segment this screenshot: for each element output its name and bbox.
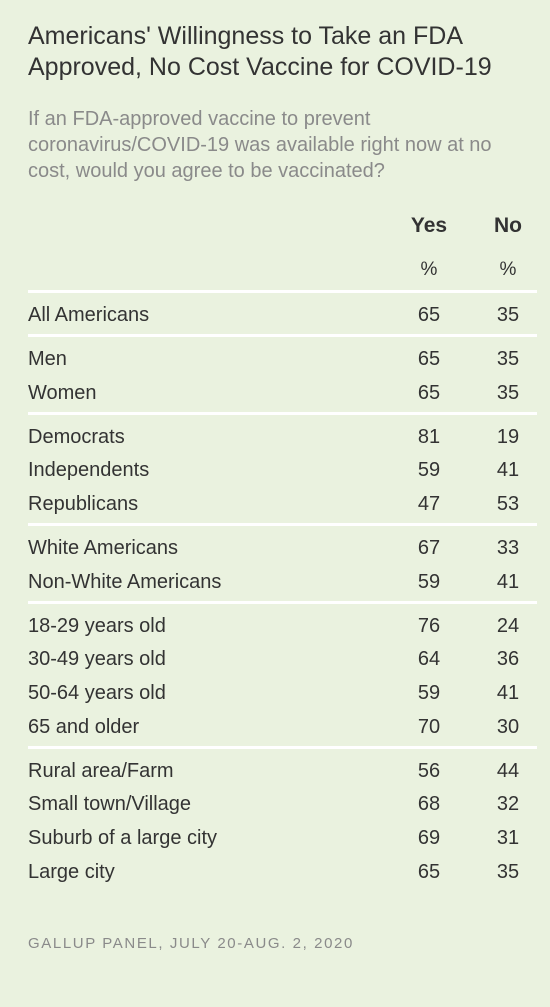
value-yes: 59 [417,459,441,482]
value-yes: 69 [417,826,441,849]
value-yes: 70 [417,715,441,738]
value-no: 19 [496,425,520,448]
value-yes: 59 [417,570,441,593]
row-label: 30-49 years old [28,648,166,671]
column-unit-yes: % [420,259,438,280]
value-no: 30 [496,715,520,738]
row-label: Women [28,381,97,404]
value-no: 31 [496,826,520,849]
row-label: All Americans [28,304,150,326]
row-label: Independents [28,459,150,482]
row-label: Suburb of a large city [28,826,217,849]
value-no: 53 [496,493,520,515]
value-yes: 65 [417,348,441,371]
value-no: 32 [496,793,520,816]
row-label: 65 and older [28,715,140,738]
row-label: White Americans [28,537,179,560]
value-yes: 81 [417,425,441,448]
chart-subtitle: If an FDA-approved vaccine to prevent co… [28,108,492,182]
value-no: 35 [496,381,520,404]
row-label: Democrats [28,425,125,448]
column-header-yes: Yes [410,214,448,237]
row-label: 50-64 years old [28,682,166,704]
value-no: 35 [496,304,520,326]
group-separator [28,523,537,527]
value-yes: 65 [417,860,441,883]
value-no: 35 [496,860,520,883]
row-label: Rural area/Farm [28,759,174,782]
value-yes: 76 [417,614,441,637]
row-label: Small town/Village [28,793,192,816]
row-label: Large city [28,860,115,883]
group-separator [28,745,537,749]
source-note: GALLUP PANEL, JULY 20-AUG. 2, 2020 [28,935,354,952]
group-separator [28,334,537,338]
value-yes: 47 [417,493,441,515]
row-label: Men [28,348,67,371]
column-unit-no: % [499,259,517,280]
value-yes: 68 [417,793,441,816]
chart-title: Americans' Willingness to Take an FDA Ap… [28,22,492,81]
value-no: 36 [496,648,520,671]
value-no: 41 [496,459,520,482]
value-yes: 56 [417,759,441,782]
value-no: 44 [496,759,520,782]
value-yes: 64 [417,648,441,671]
value-yes: 67 [417,537,441,560]
value-yes: 65 [417,381,441,404]
value-yes: 65 [417,304,441,326]
value-no: 24 [496,614,520,637]
column-header-no: No [494,214,522,237]
group-separator [28,290,537,293]
row-label: 18-29 years old [28,614,166,637]
row-label: Non-White Americans [28,570,222,593]
value-no: 41 [496,682,520,704]
value-no: 35 [496,348,520,371]
value-no: 41 [496,570,520,593]
value-yes: 59 [417,682,441,704]
row-label: Republicans [28,493,139,515]
value-no: 33 [496,537,520,560]
group-separator [28,411,537,415]
group-separator [28,600,537,604]
